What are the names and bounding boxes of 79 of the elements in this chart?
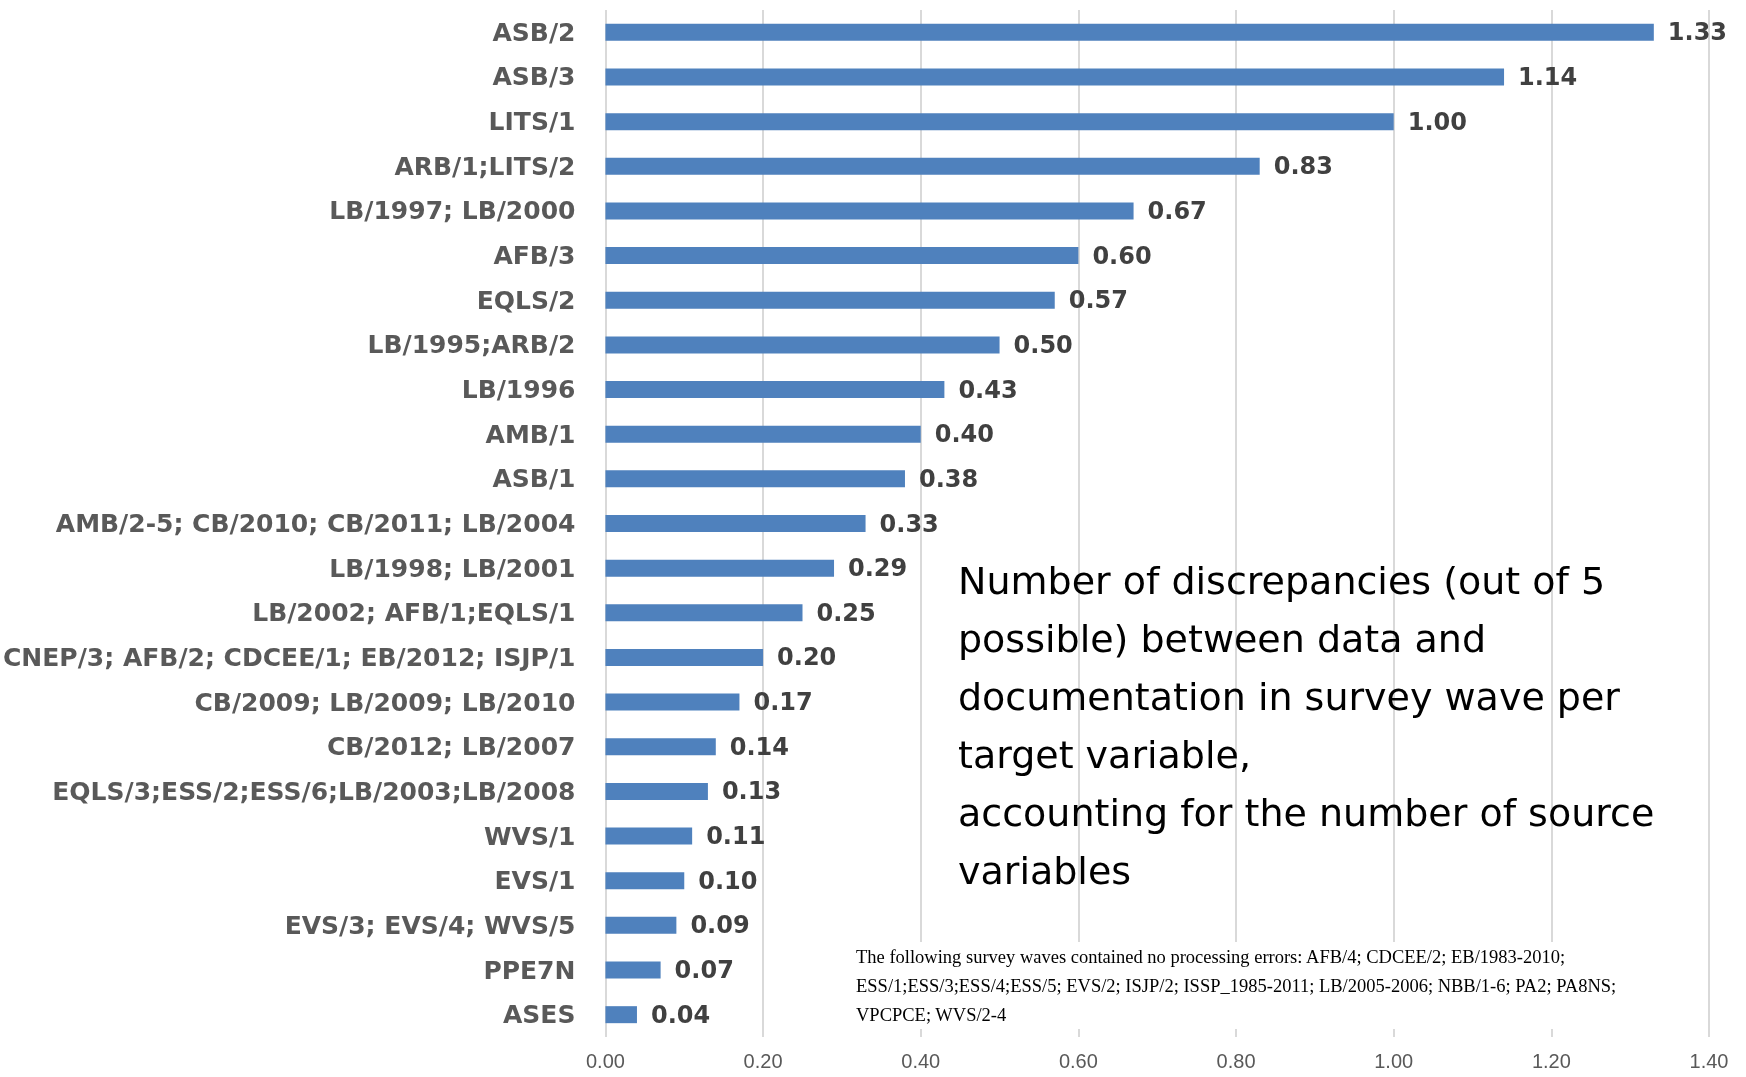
- y-tick-label: WVS/1: [483, 821, 576, 851]
- data-label: 0.25: [816, 598, 876, 627]
- x-tick-label: 0.00: [585, 1050, 625, 1072]
- x-tick-label: 0.40: [901, 1050, 941, 1072]
- bar: [605, 202, 1134, 220]
- data-label: 0.40: [934, 420, 994, 449]
- x-tick-label: 0.80: [1216, 1050, 1256, 1072]
- y-tick-label: ASES: [503, 1000, 576, 1030]
- y-tick-label: LB/1995;ARB/2: [367, 330, 576, 360]
- bar: [605, 559, 835, 577]
- bar: [605, 961, 661, 979]
- y-tick-label: PPE7N: [483, 955, 576, 985]
- data-label: 0.43: [958, 375, 1018, 404]
- bar: [605, 782, 708, 800]
- y-tick-label: LB/1996: [461, 375, 576, 405]
- data-label: 0.20: [777, 643, 837, 672]
- data-label: 0.14: [729, 732, 790, 761]
- bar: [605, 23, 1654, 41]
- bar: [605, 247, 1079, 265]
- y-tick-label: ARB/1;LITS/2: [394, 151, 576, 181]
- bar: [605, 916, 677, 934]
- y-tick-label: LB/1998; LB/2001: [329, 553, 576, 583]
- y-tick-label: EQLS/3;ESS/2;ESS/6;LB/2003;LB/2008: [52, 776, 576, 806]
- y-tick-label: ASB/1: [492, 464, 576, 494]
- data-label: 0.29: [848, 554, 908, 583]
- bar: [605, 604, 803, 622]
- y-tick-label: AMB/1: [485, 419, 576, 449]
- y-tick-label: ASB/2: [492, 17, 576, 47]
- bar: [605, 648, 764, 666]
- data-label: 0.04: [650, 1000, 711, 1029]
- data-label: 0.83: [1273, 152, 1333, 181]
- bar: [605, 425, 921, 443]
- data-label: 1.33: [1667, 18, 1728, 47]
- bar: [605, 693, 740, 711]
- data-label: 0.17: [753, 688, 813, 717]
- data-label: 0.50: [1013, 330, 1073, 359]
- bar: [605, 470, 905, 488]
- y-tick-label: EQLS/2: [476, 285, 576, 315]
- y-tick-label: LB/1997; LB/2000: [329, 196, 576, 226]
- y-tick-label: LITS/1: [488, 107, 576, 137]
- data-label: 0.33: [879, 509, 939, 538]
- annotation: The following survey waves contained no processing errors: AFB/4; CDCEE/2; EB/1983-2010; ESS/1;ESS/3;ESS/4;ESS/5; EVS/2; ISJP/2; ISSP_1985-2011; LB/2005-2006; NBB/1-6; PA2; PA8NS; VPCPCE; WVS/2-4: [856, 946, 1617, 1025]
- y-tick-label: EVS/3; EVS/4; WVS/5: [284, 910, 576, 940]
- data-label: 0.10: [698, 866, 758, 895]
- data-label: 0.13: [721, 777, 782, 806]
- bar: [605, 738, 716, 756]
- data-label: 0.07: [674, 956, 734, 985]
- bar: [605, 515, 866, 532]
- data-label: 0.11: [706, 822, 766, 851]
- y-tick-label: EVS/1: [494, 866, 576, 896]
- data-label: 0.38: [918, 464, 979, 493]
- y-tick-label: CB/2009; LB/2009; LB/2010: [194, 687, 576, 717]
- x-tick-label: 0.20: [743, 1050, 783, 1072]
- bar: [605, 68, 1505, 86]
- data-label: 0.57: [1068, 286, 1128, 315]
- bar: [605, 827, 693, 845]
- x-tick-label: 0.60: [1058, 1050, 1098, 1072]
- x-tick-label: 1.40: [1689, 1050, 1729, 1072]
- bar: [605, 336, 1000, 354]
- y-tick-label: CB/2012; LB/2007: [326, 732, 576, 762]
- y-tick-label: CNEP/3; AFB/2; CDCEE/1; EB/2012; ISJP/1: [3, 642, 576, 672]
- annotation: Number of discrepancies (out of 5 possible) between data and documentation in survey wave per target variable, accounting for the number of source variables: [958, 559, 1655, 893]
- bar: [605, 872, 685, 890]
- bar: [605, 291, 1055, 309]
- data-label: 1.14: [1518, 62, 1578, 91]
- y-tick-label: AMB/2-5; CB/2010; CB/2011; LB/2004: [55, 509, 576, 538]
- y-tick-label: AFB/3: [493, 241, 576, 271]
- bar: [605, 157, 1260, 175]
- data-label: 0.09: [690, 911, 750, 940]
- bar: [605, 1006, 637, 1024]
- data-label: 0.67: [1147, 196, 1207, 225]
- data-label: 0.60: [1092, 241, 1152, 270]
- x-tick-label: 1.00: [1374, 1050, 1414, 1072]
- bar: [605, 113, 1394, 131]
- data-label: 1.00: [1407, 107, 1467, 136]
- y-tick-label: ASB/3: [492, 62, 576, 92]
- y-tick-label: LB/2002; AFB/1;EQLS/1: [252, 598, 576, 628]
- bar: [605, 381, 945, 399]
- x-tick-label: 1.20: [1531, 1050, 1571, 1072]
